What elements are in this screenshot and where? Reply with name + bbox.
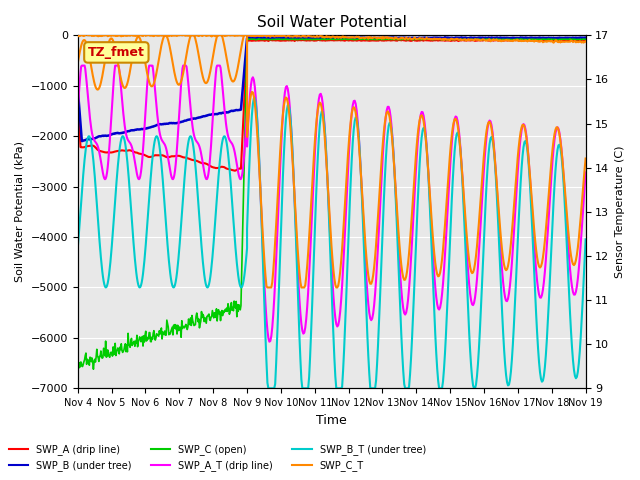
SWP_C_T bbox=[390, 168, 398, 174]
SWP_B_T (under tree) bbox=[264, 385, 272, 391]
SWP_C (open) bbox=[179, 324, 187, 329]
SWP_C_T bbox=[214, 30, 222, 36]
SWP_A_T (drip line) bbox=[440, 268, 448, 274]
Title: Soil Water Potential: Soil Water Potential bbox=[257, 15, 406, 30]
Line: SWP_C (open): SWP_C (open) bbox=[78, 39, 586, 369]
SWP_B (under tree) bbox=[439, 36, 447, 41]
SWP_C (open) bbox=[344, 36, 352, 42]
SWP_C_T bbox=[345, 139, 353, 144]
SWP_C (open) bbox=[90, 366, 97, 372]
SWP_B_T (under tree) bbox=[390, 169, 398, 175]
SWP_C (open) bbox=[439, 36, 447, 42]
SWP_B_T (under tree) bbox=[146, 186, 154, 192]
SWP_B (under tree) bbox=[78, 138, 86, 144]
SWP_A_T (drip line) bbox=[390, 168, 398, 173]
SWP_C (open) bbox=[147, 339, 154, 345]
SWP_A_T (drip line) bbox=[582, 169, 589, 175]
SWP_A (drip line) bbox=[231, 168, 239, 174]
SWP_A (drip line) bbox=[74, 88, 82, 94]
Line: SWP_A (drip line): SWP_A (drip line) bbox=[78, 39, 586, 171]
SWP_C (open) bbox=[264, 36, 272, 42]
SWP_C_T bbox=[179, 73, 186, 79]
Text: TZ_fmet: TZ_fmet bbox=[88, 46, 145, 59]
SWP_A_T (drip line) bbox=[179, 63, 187, 69]
SWP_A_T (drip line) bbox=[345, 150, 353, 156]
Y-axis label: Soil Water Potential (kPa): Soil Water Potential (kPa) bbox=[15, 141, 25, 282]
Legend: SWP_A (drip line), SWP_B (under tree), SWP_C (open), SWP_A_T (drip line), SWP_B_: SWP_A (drip line), SWP_B (under tree), S… bbox=[5, 441, 429, 475]
SWP_C (open) bbox=[582, 36, 589, 42]
SWP_C (open) bbox=[74, 355, 82, 361]
Line: SWP_B (under tree): SWP_B (under tree) bbox=[78, 37, 586, 141]
SWP_B_T (under tree) bbox=[266, 385, 273, 391]
SWP_B_T (under tree) bbox=[582, 237, 589, 242]
SWP_A_T (drip line) bbox=[78, 63, 86, 69]
SWP_B_T (under tree) bbox=[345, 223, 353, 228]
SWP_A (drip line) bbox=[390, 37, 397, 43]
SWP_B_T (under tree) bbox=[440, 367, 448, 372]
SWP_A (drip line) bbox=[179, 154, 186, 160]
SWP_A_T (drip line) bbox=[147, 63, 154, 69]
SWP_A_T (drip line) bbox=[264, 335, 272, 341]
SWP_C_T bbox=[264, 285, 271, 290]
SWP_A (drip line) bbox=[582, 38, 589, 44]
SWP_C_T bbox=[74, 60, 82, 66]
SWP_B_T (under tree) bbox=[179, 203, 186, 209]
SWP_C_T bbox=[440, 235, 448, 241]
SWP_C_T bbox=[266, 285, 273, 290]
SWP_B_T (under tree) bbox=[251, 95, 259, 101]
SWP_B (under tree) bbox=[390, 35, 397, 40]
Y-axis label: Sensor Temperature (C): Sensor Temperature (C) bbox=[615, 145, 625, 278]
SWP_B (under tree) bbox=[582, 35, 589, 40]
SWP_A (drip line) bbox=[264, 38, 272, 44]
SWP_A_T (drip line) bbox=[266, 339, 273, 345]
SWP_B (under tree) bbox=[344, 35, 352, 41]
SWP_B (under tree) bbox=[264, 35, 272, 40]
SWP_A_T (drip line) bbox=[74, 108, 82, 114]
SWP_A (drip line) bbox=[482, 36, 490, 42]
SWP_B (under tree) bbox=[179, 119, 187, 124]
SWP_C (open) bbox=[566, 36, 574, 42]
SWP_C_T bbox=[582, 156, 589, 161]
SWP_B (under tree) bbox=[147, 124, 154, 130]
SWP_B (under tree) bbox=[441, 35, 449, 40]
Line: SWP_A_T (drip line): SWP_A_T (drip line) bbox=[78, 66, 586, 342]
SWP_B_T (under tree) bbox=[74, 245, 82, 251]
SWP_C (open) bbox=[390, 36, 397, 42]
Line: SWP_B_T (under tree): SWP_B_T (under tree) bbox=[78, 98, 586, 388]
SWP_B (under tree) bbox=[74, 85, 82, 91]
SWP_C_T bbox=[146, 81, 154, 87]
SWP_A (drip line) bbox=[439, 37, 447, 43]
SWP_A (drip line) bbox=[146, 154, 154, 160]
Line: SWP_C_T: SWP_C_T bbox=[78, 33, 586, 288]
SWP_A (drip line) bbox=[344, 37, 352, 43]
X-axis label: Time: Time bbox=[316, 414, 347, 427]
